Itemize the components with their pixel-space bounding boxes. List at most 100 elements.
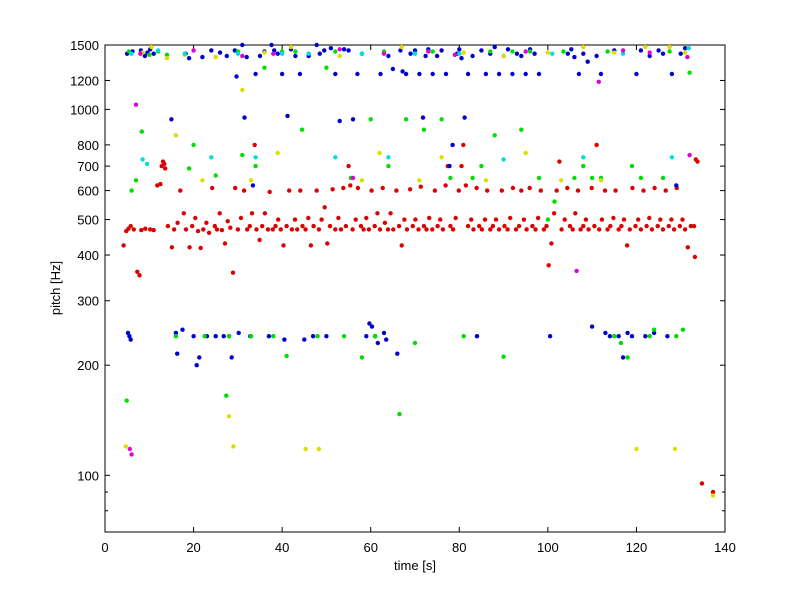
data-point (550, 51, 555, 56)
data-point (625, 330, 630, 336)
data-point (355, 71, 360, 77)
data-point (212, 223, 217, 229)
data-point (523, 150, 528, 156)
data-point (229, 355, 234, 360)
data-point (575, 188, 581, 193)
data-point (228, 225, 233, 230)
data-point (439, 117, 444, 122)
data-point (459, 56, 464, 61)
data-point (158, 181, 163, 187)
data-point (319, 217, 324, 222)
data-point (710, 489, 716, 495)
data-point (672, 446, 678, 452)
y-tick-label: 600 (77, 184, 99, 199)
data-point (164, 52, 170, 57)
data-point (201, 227, 206, 232)
data-point (619, 223, 624, 229)
data-point (597, 227, 602, 232)
data-point (381, 51, 387, 56)
data-point (369, 188, 374, 193)
data-point (288, 44, 294, 50)
data-point (328, 46, 334, 51)
data-point (125, 330, 131, 336)
data-point (287, 188, 292, 193)
data-point (594, 53, 599, 59)
data-point (647, 334, 652, 339)
data-point (202, 334, 207, 339)
data-point (638, 48, 644, 53)
data-point (169, 245, 175, 250)
data-point (341, 334, 347, 339)
data-point (671, 227, 677, 232)
data-point (402, 217, 407, 222)
data-point (616, 334, 621, 339)
data-point (133, 178, 139, 183)
data-point (461, 50, 466, 55)
data-point (420, 115, 426, 120)
y-axis-title: pitch [Hz] (48, 261, 63, 315)
data-point (430, 49, 435, 54)
data-point (652, 185, 657, 191)
data-point (135, 269, 140, 274)
data-point (257, 53, 263, 59)
data-point (691, 223, 697, 229)
data-point (183, 227, 189, 232)
data-point (598, 71, 604, 77)
data-point (551, 211, 557, 216)
data-point (315, 334, 320, 339)
x-tick-label: 60 (363, 540, 377, 555)
data-point (462, 115, 467, 120)
data-point (669, 217, 674, 222)
data-point (488, 227, 493, 232)
data-point (667, 44, 672, 50)
data-point (284, 353, 289, 359)
data-point (200, 178, 205, 183)
data-point (173, 330, 179, 336)
data-point (366, 227, 372, 232)
data-point (546, 263, 551, 268)
data-point (140, 157, 145, 162)
data-point (388, 211, 393, 216)
data-point (435, 223, 440, 229)
data-point (439, 155, 444, 160)
data-point (439, 48, 444, 53)
data-point (310, 334, 316, 339)
data-point (338, 227, 344, 232)
data-point (630, 185, 635, 191)
data-point (692, 254, 698, 260)
data-point (602, 188, 608, 193)
data-point (316, 227, 322, 232)
data-point (308, 243, 314, 248)
data-point (519, 127, 524, 132)
data-point (266, 334, 272, 339)
data-point (625, 355, 630, 360)
data-point (303, 227, 308, 232)
data-point (337, 47, 342, 52)
data-point (165, 223, 171, 229)
data-point (139, 129, 144, 134)
data-point (217, 211, 222, 216)
data-point (238, 215, 244, 221)
data-point (651, 330, 657, 336)
data-point (624, 243, 630, 248)
data-point (127, 334, 132, 339)
data-point (195, 228, 201, 234)
data-point (514, 51, 520, 56)
data-point (226, 414, 232, 419)
data-point (292, 217, 298, 222)
data-point (384, 337, 389, 342)
data-point (265, 227, 271, 232)
data-point (270, 227, 275, 232)
data-point (358, 223, 364, 229)
data-point (558, 178, 564, 183)
x-tick-label: 40 (275, 540, 289, 555)
data-point (252, 142, 257, 148)
data-point (257, 237, 262, 243)
data-point (483, 178, 489, 183)
data-point (505, 227, 510, 232)
data-point (386, 53, 391, 59)
data-point (210, 185, 215, 191)
data-point (573, 211, 578, 216)
data-point (175, 220, 180, 225)
data-point (269, 42, 274, 48)
